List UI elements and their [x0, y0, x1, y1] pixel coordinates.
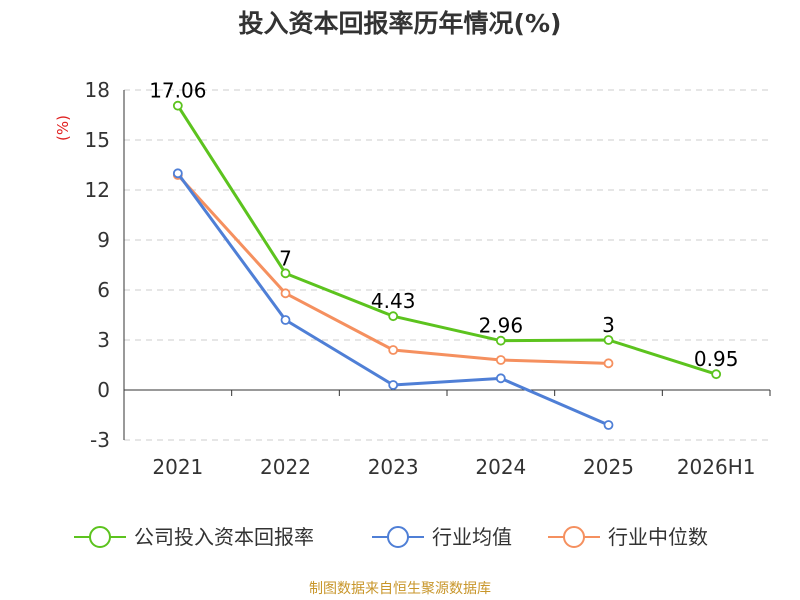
legend-label: 行业均值 [432, 525, 512, 549]
legend-label: 公司投入资本回报率 [134, 525, 314, 549]
data-point [603, 420, 614, 430]
axes: -3 0 3 6 9 12 15 18 2021 2022 2023 2024 2025 2026H1 (%… [54, 78, 771, 479]
x-tick-label: 2021 [152, 455, 203, 479]
data-point [280, 315, 291, 325]
legend-label: 行业中位数 [608, 525, 708, 549]
y-tick-label: 12 [85, 178, 110, 202]
y-tick-label: 9 [97, 228, 110, 252]
series-line [176, 104, 717, 376]
x-tick-label: 2023 [368, 455, 419, 479]
y-tick-label: 15 [85, 128, 110, 152]
y-tick-label: 6 [97, 278, 110, 302]
data-label: 3 [602, 313, 615, 337]
data-point [388, 345, 399, 355]
legend-marker [89, 526, 111, 548]
data-point [388, 311, 399, 322]
data-point [280, 288, 291, 299]
data-label: 0.95 [694, 347, 739, 371]
data-point [603, 358, 614, 369]
legend-marker [387, 526, 409, 548]
data-point [495, 335, 506, 346]
data-point [495, 355, 506, 365]
data-point [172, 100, 183, 111]
legend: 公司投入资本回报率 行业均值 行业中位数 [74, 525, 708, 549]
data-label: 2.96 [479, 314, 524, 338]
data-point [495, 373, 506, 384]
x-tick-label: 2024 [475, 455, 526, 479]
data-point [172, 168, 183, 179]
data-labels: 17.06 7 4.43 2.96 3 0.95 [149, 79, 739, 371]
y-tick-label: 0 [97, 378, 110, 402]
source-note: 制图数据来自恒生聚源数据库 [309, 581, 491, 597]
data-point [280, 268, 291, 279]
grid-lines [124, 89, 770, 441]
y-tick-label: 18 [85, 78, 110, 102]
data-point [711, 369, 722, 380]
data-point [603, 335, 614, 345]
x-tick-label: 2022 [260, 455, 311, 479]
series-lines [172, 100, 722, 430]
y-tick-label: 3 [97, 328, 110, 352]
data-point [388, 380, 399, 390]
x-tick-label: 2025 [583, 455, 634, 479]
y-axis-unit-label: (%) [54, 115, 72, 141]
series-line [176, 173, 609, 365]
data-label: 4.43 [371, 289, 416, 313]
y-tick-label: -3 [90, 428, 110, 452]
data-label: 7 [279, 246, 292, 270]
data-label: 17.06 [149, 79, 206, 103]
chart-title: 投入资本回报率历年情况(%) [238, 9, 562, 38]
legend-marker [563, 526, 585, 548]
x-tick-label: 2026H1 [677, 455, 756, 479]
